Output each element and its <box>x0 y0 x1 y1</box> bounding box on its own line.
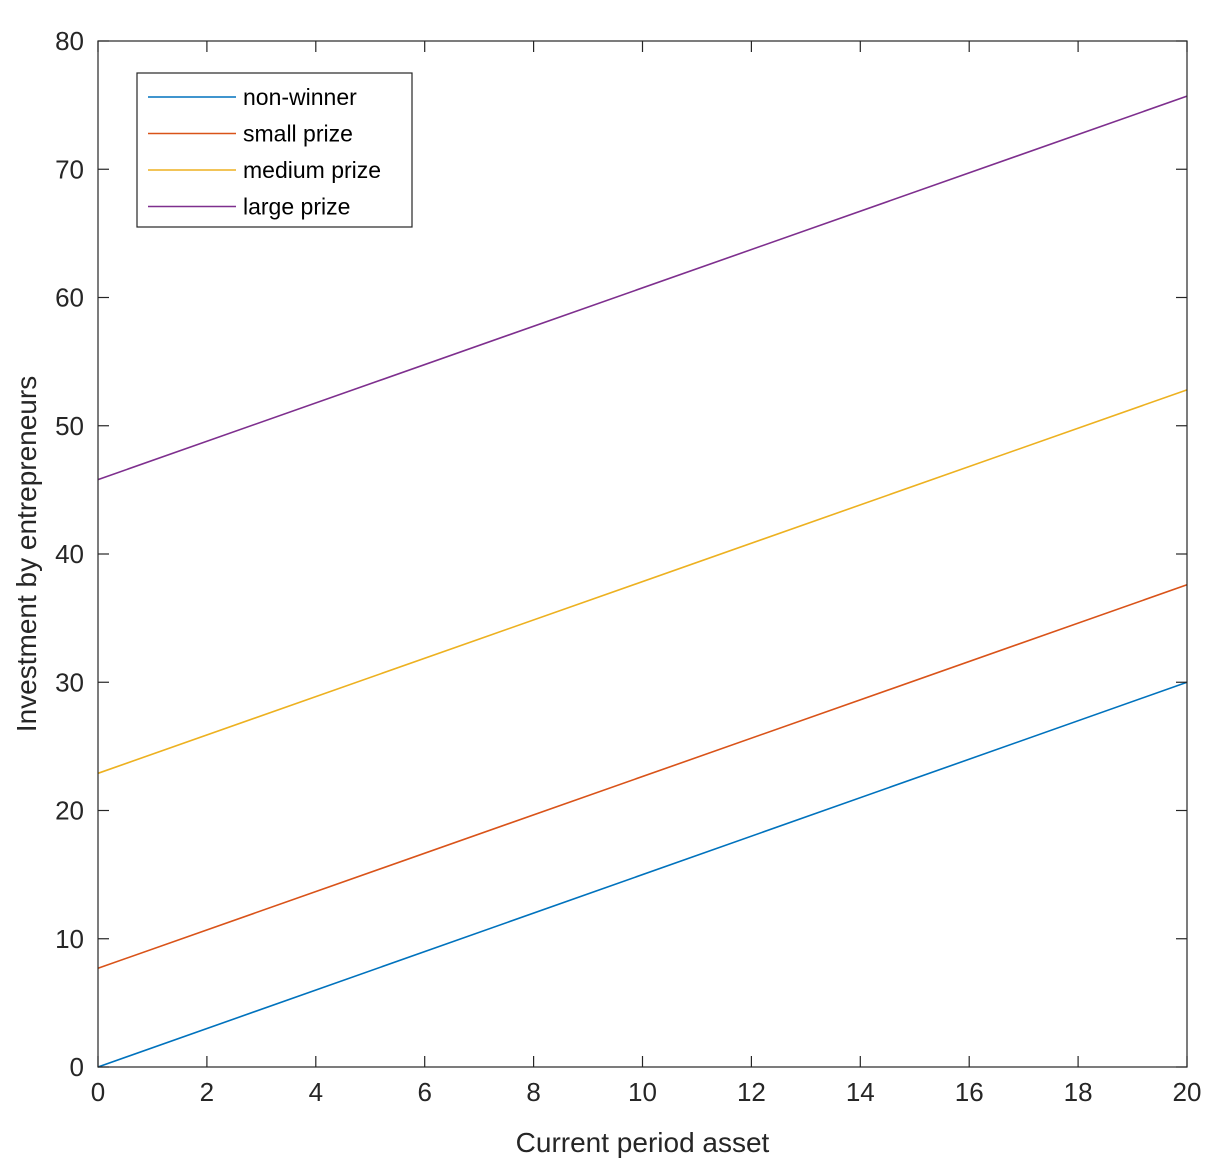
y-tick-label: 10 <box>55 924 84 954</box>
series-line-medium-prize <box>97 389 1188 775</box>
y-axis-title: Investment by entrepreneurs <box>11 376 42 732</box>
y-tick-label: 20 <box>55 796 84 826</box>
y-tick-label: 60 <box>55 283 84 313</box>
x-tick-label: 10 <box>628 1077 657 1107</box>
y-tick-label: 0 <box>70 1052 84 1082</box>
x-tick-label: 0 <box>91 1077 105 1107</box>
x-tick-label: 4 <box>309 1077 323 1107</box>
x-tick-label: 14 <box>846 1077 875 1107</box>
legend-box <box>136 72 413 228</box>
legend-label: medium prize <box>243 157 381 183</box>
y-tick-label: 70 <box>55 154 84 184</box>
x-axis-ticks: 0 2 4 6 8 10 12 14 16 18 20 <box>91 41 1202 1107</box>
x-tick-label: 6 <box>417 1077 431 1107</box>
legend: non-winner small prize medium prize large p… <box>136 72 413 228</box>
y-axis-ticks: 0 10 20 30 40 50 60 70 80 <box>55 26 1187 1082</box>
x-axis-title: Current period asset <box>516 1127 770 1158</box>
series-line-large-prize <box>97 95 1188 481</box>
series-layer <box>97 95 1188 1068</box>
y-tick-label: 50 <box>55 411 84 441</box>
series-line-non-winner <box>97 681 1188 1068</box>
x-tick-label: 16 <box>955 1077 984 1107</box>
x-tick-label: 8 <box>526 1077 540 1107</box>
plot-frame <box>97 40 1188 1068</box>
legend-label: large prize <box>243 194 350 220</box>
x-tick-label: 18 <box>1064 1077 1093 1107</box>
y-tick-label: 40 <box>55 539 84 569</box>
y-tick-label: 30 <box>55 667 84 697</box>
x-tick-label: 12 <box>737 1077 766 1107</box>
series-line-small-prize <box>97 584 1188 970</box>
y-tick-label: 80 <box>55 26 84 56</box>
legend-label: non-winner <box>243 84 357 110</box>
x-tick-label: 2 <box>200 1077 214 1107</box>
x-tick-label: 20 <box>1173 1077 1202 1107</box>
legend-label: small prize <box>243 121 353 147</box>
